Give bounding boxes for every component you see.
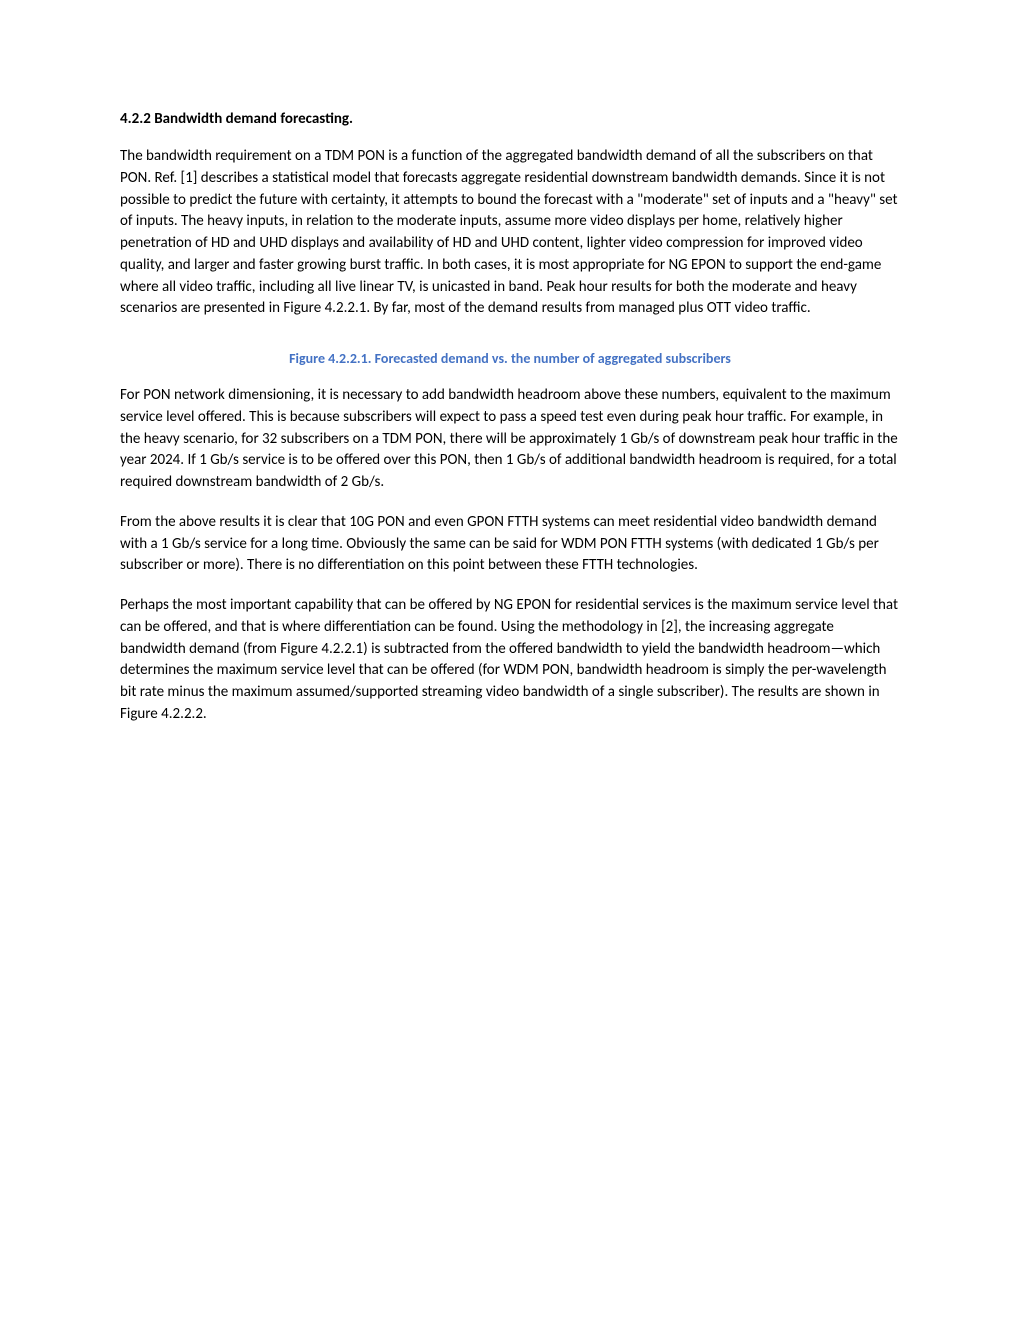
figure-caption-1: Figure 4.2.2.1. Forecasted demand vs. th… xyxy=(120,350,900,367)
paragraph-4: Perhaps the most important capability th… xyxy=(120,595,900,726)
paragraph-3: From the above results it is clear that … xyxy=(120,512,900,577)
paragraph-1: The bandwidth requirement on a TDM PON i… xyxy=(120,146,900,320)
section-heading: 4.2.2 Bandwidth demand forecasting. xyxy=(120,110,900,128)
paragraph-2: For PON network dimensioning, it is nece… xyxy=(120,385,900,494)
